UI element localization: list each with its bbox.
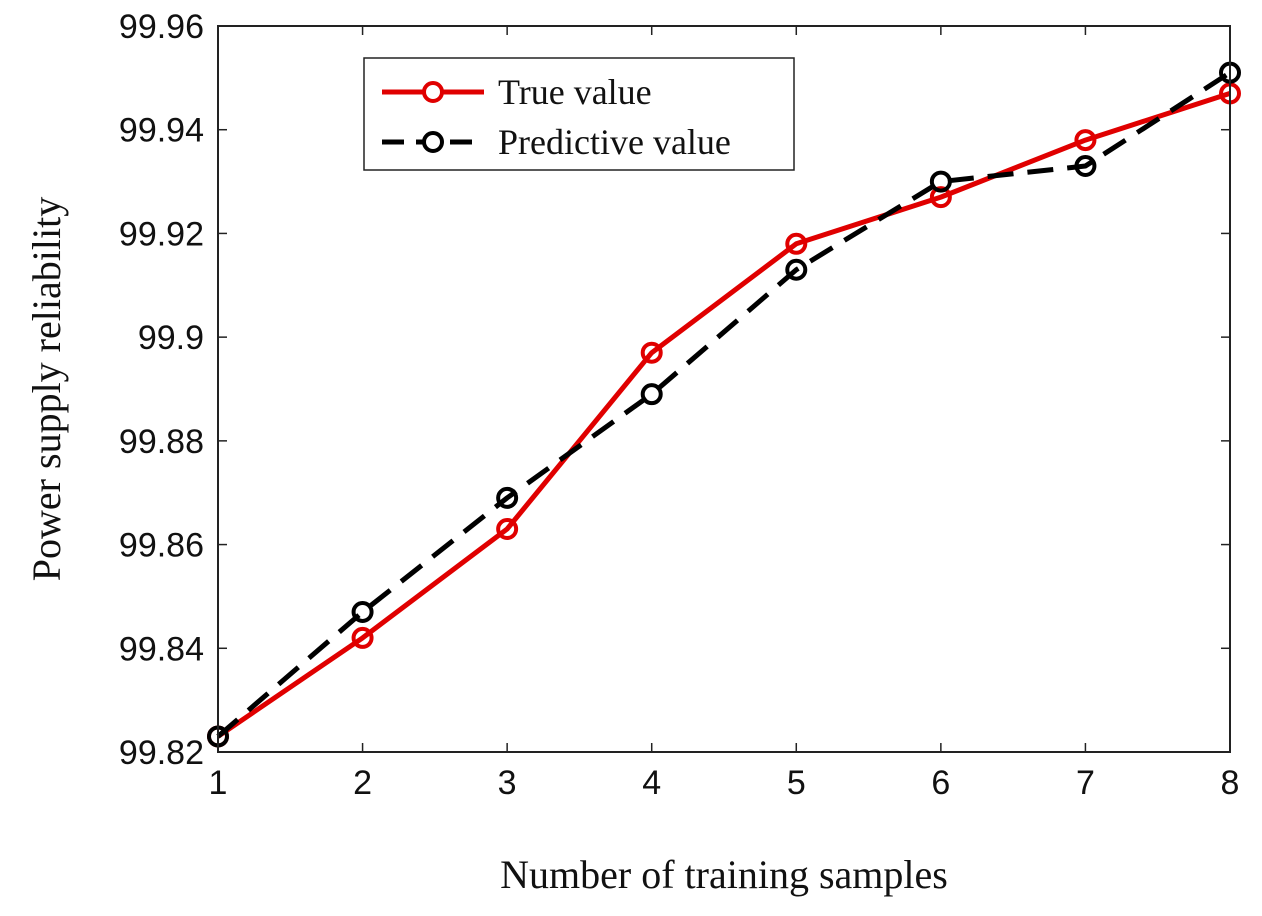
data-point-true-value — [785, 232, 808, 255]
legend-marker-predictive-value — [422, 131, 444, 153]
legend-marker-true-value — [422, 81, 444, 103]
y-tick-label: 99.94 — [119, 112, 204, 150]
legend-label-true-value: True value — [498, 72, 652, 112]
y-axis-title: Power supply reliability — [24, 197, 69, 581]
data-point-true-value — [351, 626, 374, 649]
x-tick-label: 5 — [787, 764, 806, 802]
y-tick-label: 99.96 — [119, 8, 204, 46]
series-line-predictive-value — [216, 70, 1232, 739]
y-tick-label: 99.86 — [119, 527, 204, 565]
x-tick-label: 3 — [498, 764, 517, 802]
x-axis-title: Number of training samples — [500, 852, 948, 897]
data-point-true-value — [929, 186, 952, 209]
y-tick-label: 99.84 — [119, 630, 204, 668]
data-point-predictive-value — [785, 258, 808, 281]
data-point-true-value — [496, 518, 519, 541]
y-tick-label: 99.82 — [119, 734, 204, 772]
data-point-true-value — [1074, 129, 1097, 152]
plot-frame — [217, 25, 1231, 753]
x-tick-label: 8 — [1221, 764, 1240, 802]
axis-layer: 1 2 3 4 5 6 7 8 99.82 99.84 99.86 99.88 99.9 99.92 99.… — [119, 8, 1240, 802]
y-tick-label: 99.88 — [119, 423, 204, 461]
y-tick-label: 99.9 — [138, 319, 204, 357]
legend: True value Predictive value — [363, 57, 795, 171]
x-tick-label: 6 — [931, 764, 950, 802]
x-tick-label: 7 — [1076, 764, 1095, 802]
data-point-predictive-value — [1074, 155, 1097, 178]
series-line-true-value — [216, 91, 1231, 739]
data-point-predictive-value — [496, 486, 519, 509]
legend-label-predictive-value: Predictive value — [498, 122, 731, 162]
data-point-predictive-value — [640, 383, 663, 406]
data-point-predictive-value — [929, 170, 952, 193]
x-tick-label: 1 — [209, 764, 228, 802]
x-tick-label: 2 — [353, 764, 372, 802]
y-tick-label: 99.92 — [119, 215, 204, 253]
x-tick-label: 4 — [642, 764, 661, 802]
data-point-true-value — [640, 341, 663, 364]
data-point-predictive-value — [351, 600, 374, 623]
